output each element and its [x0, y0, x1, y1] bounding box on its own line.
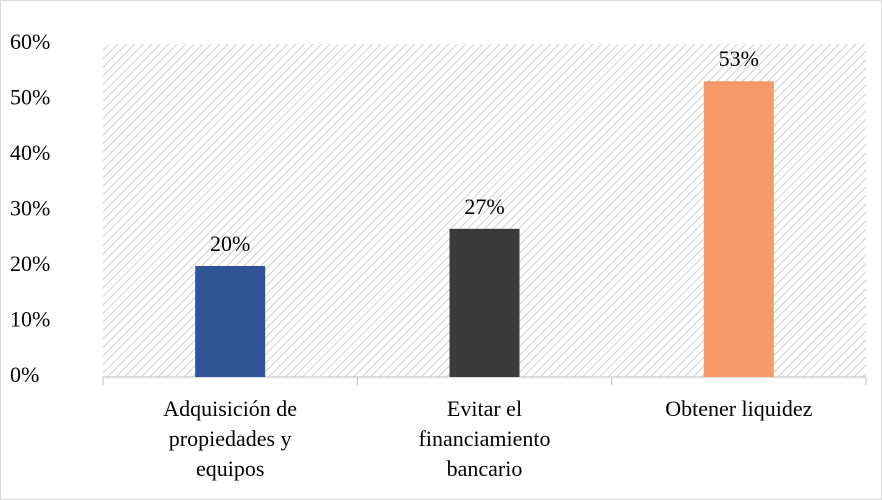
x-tick-label: Obtener liquidez [665, 396, 812, 421]
x-tick-label-line: bancario [447, 456, 523, 481]
data-label: 53% [719, 46, 759, 71]
data-label: 20% [210, 231, 250, 256]
y-tick-label: 30% [10, 196, 50, 221]
x-tick-label-line: propiedades y [169, 426, 292, 451]
x-tick-label-line: equipos [196, 456, 264, 481]
y-tick-label: 40% [10, 140, 50, 165]
y-tick-label: 10% [10, 307, 50, 332]
y-tick-label: 60% [10, 29, 50, 54]
bar [195, 266, 266, 377]
x-tick-label-line: financiamiento [419, 426, 551, 451]
x-tick-label: Adquisición de propiedades y equipos [163, 396, 297, 481]
x-tick-label-line: Adquisición de [163, 396, 297, 421]
bar [703, 81, 774, 377]
x-tick-label-line: Obtener liquidez [665, 396, 812, 421]
x-tick-label: Evitar el financiamiento bancario [419, 396, 551, 481]
y-tick-label: 20% [10, 251, 50, 276]
y-tick-label: 50% [10, 85, 50, 110]
data-label: 27% [464, 194, 504, 219]
x-tick-label-line: Evitar el [447, 396, 522, 421]
bar [449, 228, 520, 377]
y-tick-label: 0% [10, 362, 39, 387]
